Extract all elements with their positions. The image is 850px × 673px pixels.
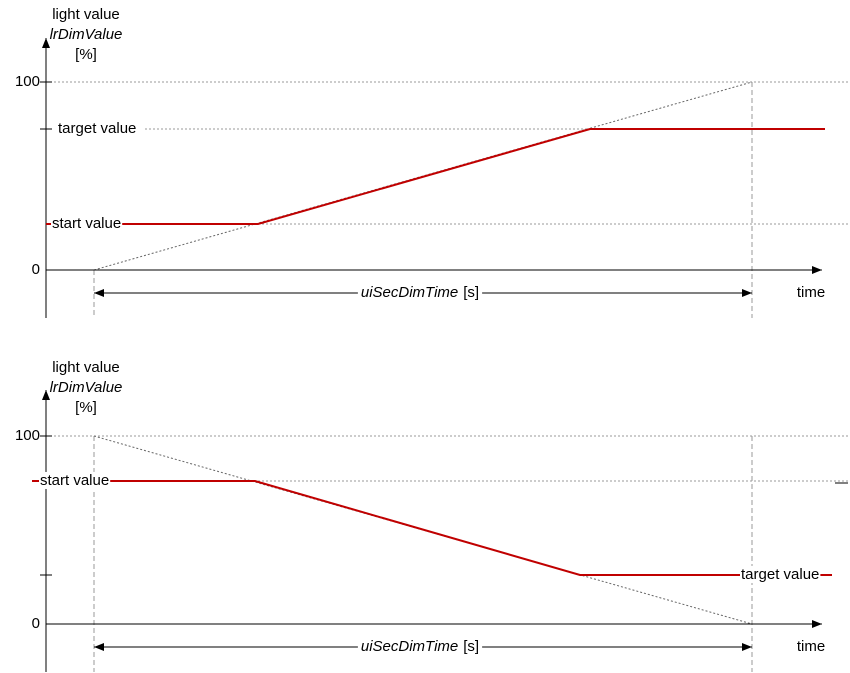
target-label: target value: [741, 566, 819, 583]
y-axis-label: [%]: [75, 46, 97, 63]
y-axis-label: light value: [52, 6, 120, 23]
duration-label: uiSecDimTime [s]: [361, 284, 479, 301]
light-profile: [32, 480, 832, 576]
duration-unit: [s]: [463, 284, 479, 301]
y-axis-label: lrDimValue: [50, 26, 123, 43]
start-label: start value: [40, 472, 109, 489]
label-bg: [39, 471, 111, 489]
duration-name: uiSecDimTime: [361, 284, 458, 301]
duration-name: uiSecDimTime: [361, 638, 458, 655]
label-bg: [357, 637, 483, 655]
tick-label: 100: [15, 427, 40, 444]
label-bg: [57, 119, 138, 137]
tick-label: 100: [15, 73, 40, 90]
tick-label: 0: [32, 615, 40, 632]
y-axis-label: light value: [52, 359, 120, 376]
y-axis-label: lrDimValue: [50, 379, 123, 396]
tick-label: 0: [32, 261, 40, 278]
start-label: start value: [52, 215, 121, 232]
y-axis-label: [%]: [75, 399, 97, 416]
label-bg: [357, 283, 483, 301]
x-axis-label: time: [797, 638, 825, 655]
duration-unit: [s]: [463, 638, 479, 655]
x-axis-label: time: [797, 284, 825, 301]
label-bg: [740, 565, 821, 583]
light-profile: [46, 128, 825, 225]
duration-label: uiSecDimTime [s]: [361, 638, 479, 655]
label-bg: [51, 214, 123, 232]
target-label: target value: [58, 120, 136, 137]
